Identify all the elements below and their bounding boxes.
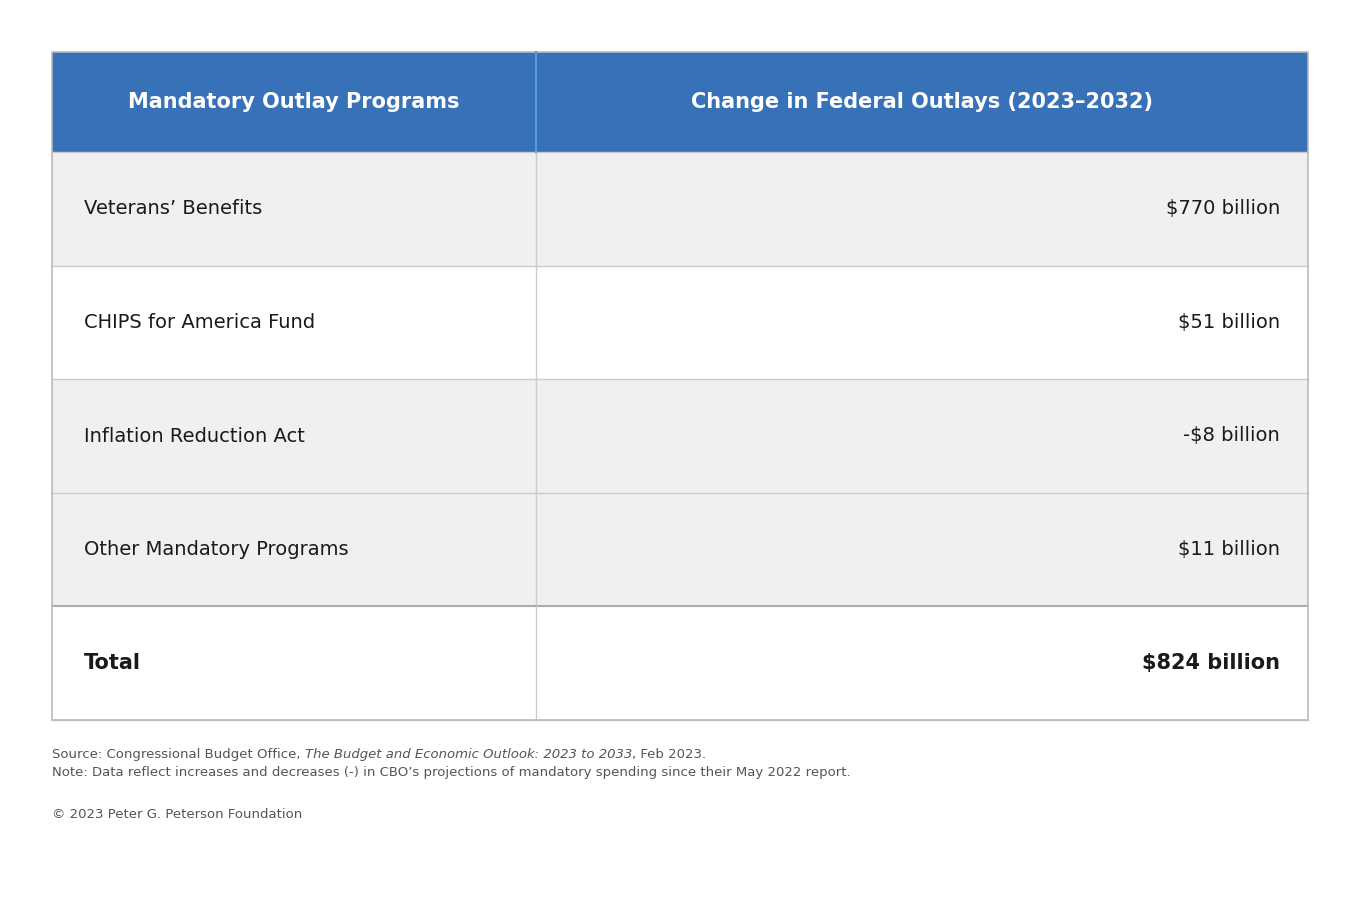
Text: , Feb 2023.: , Feb 2023. xyxy=(632,748,706,761)
Text: Note: Data reflect increases and decreases (-) in CBO’s projections of mandatory: Note: Data reflect increases and decreas… xyxy=(52,766,850,779)
Bar xyxy=(52,152,1308,265)
Text: Source: Congressional Budget Office,: Source: Congressional Budget Office, xyxy=(52,748,305,761)
Text: Total: Total xyxy=(84,653,141,674)
Text: Other Mandatory Programs: Other Mandatory Programs xyxy=(84,541,348,559)
Text: Mandatory Outlay Programs: Mandatory Outlay Programs xyxy=(128,92,460,112)
Text: Veterans’ Benefits: Veterans’ Benefits xyxy=(84,200,262,218)
Text: Inflation Reduction Act: Inflation Reduction Act xyxy=(84,427,305,445)
Text: $824 billion: $824 billion xyxy=(1142,653,1280,674)
Text: $11 billion: $11 billion xyxy=(1178,541,1280,559)
Text: CHIPS for America Fund: CHIPS for America Fund xyxy=(84,313,316,332)
Text: $51 billion: $51 billion xyxy=(1178,313,1280,332)
Bar xyxy=(52,379,1308,492)
Bar xyxy=(52,52,1308,152)
Bar xyxy=(52,492,1308,606)
Text: -$8 billion: -$8 billion xyxy=(1183,427,1280,445)
Bar xyxy=(52,52,1308,720)
Text: The Budget and Economic Outlook: 2023 to 2033: The Budget and Economic Outlook: 2023 to… xyxy=(305,748,632,761)
Text: $770 billion: $770 billion xyxy=(1166,200,1280,218)
Bar xyxy=(52,265,1308,379)
Bar xyxy=(52,606,1308,720)
Text: © 2023 Peter G. Peterson Foundation: © 2023 Peter G. Peterson Foundation xyxy=(52,808,302,821)
Text: Change in Federal Outlays (2023–2032): Change in Federal Outlays (2023–2032) xyxy=(691,92,1153,112)
